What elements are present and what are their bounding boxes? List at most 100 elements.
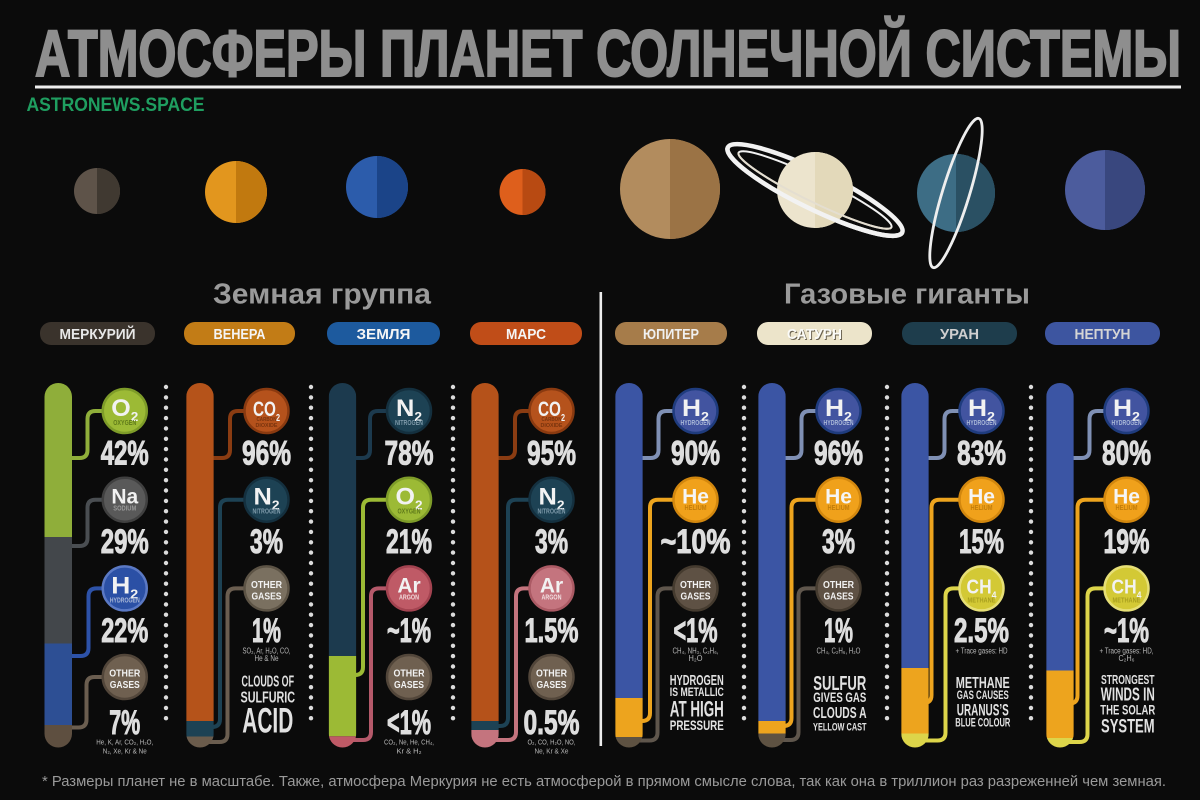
svg-text:HELIUM: HELIUM (685, 505, 707, 512)
svg-text:GASES: GASES (824, 591, 854, 602)
svg-text:HYDROGEN: HYDROGEN (824, 420, 854, 427)
svg-text:SULFUR: SULFUR (813, 673, 866, 695)
svg-text:HELIUM: HELIUM (828, 505, 850, 512)
svg-text:42%: 42% (101, 435, 149, 473)
svg-text:Ar: Ar (397, 574, 420, 597)
svg-text:САТУРН: САТУРН (787, 326, 842, 343)
svg-text:HYDROGEN: HYDROGEN (670, 672, 724, 689)
svg-text:ЮПИТЕР: ЮПИТЕР (643, 326, 699, 343)
svg-text:METHANE: METHANE (968, 597, 996, 604)
svg-text:CH₄, NH₃, C₂H₆,: CH₄, NH₃, C₂H₆, (673, 646, 719, 655)
svg-text:NITROGEN: NITROGEN (253, 509, 281, 516)
svg-text:~1%: ~1% (387, 612, 431, 650)
svg-text:15%: 15% (959, 523, 1004, 561)
svg-text:GASES: GASES (394, 680, 424, 691)
svg-text:2.5%: 2.5% (954, 612, 1009, 650)
svg-text:AT HIGH: AT HIGH (670, 697, 724, 722)
svg-text:3%: 3% (250, 523, 283, 561)
svg-text:SO₂, Ar, H₂O, CO,: SO₂, Ar, H₂O, CO, (243, 646, 291, 655)
svg-text:OTHER: OTHER (251, 580, 283, 591)
svg-text:90%: 90% (671, 435, 720, 473)
svg-text:URANUS’S: URANUS’S (957, 701, 1009, 720)
svg-text:He: He (1113, 486, 1140, 509)
svg-text:Газовые гиганты: Газовые гиганты (784, 279, 1030, 311)
svg-text:22%: 22% (101, 612, 148, 650)
svg-text:1%: 1% (824, 612, 853, 650)
svg-text:0.5%: 0.5% (524, 704, 580, 742)
svg-text:CO₂, Ne, He, CH₄,: CO₂, Ne, He, CH₄, (384, 738, 434, 747)
svg-text:ВЕНЕРА: ВЕНЕРА (214, 326, 266, 343)
svg-text:CARBON: CARBON (257, 417, 277, 423)
svg-text:Ar: Ar (540, 574, 563, 597)
svg-text:CO2: CO2 (253, 398, 280, 424)
svg-text:DIOXIDE: DIOXIDE (541, 423, 563, 429)
svg-text:H₂O: H₂O (689, 654, 703, 663)
svg-text:83%: 83% (957, 435, 1006, 473)
svg-text:96%: 96% (814, 435, 863, 473)
svg-text:Земная группа: Земная группа (213, 279, 432, 311)
svg-text:NITROGEN: NITROGEN (395, 420, 423, 427)
svg-text:~1%: ~1% (1104, 612, 1149, 650)
svg-text:OXYGEN: OXYGEN (398, 509, 421, 516)
svg-text:METHANE: METHANE (956, 675, 1010, 692)
svg-text:GASES: GASES (110, 680, 140, 691)
svg-text:GASES: GASES (252, 591, 282, 602)
svg-text:OTHER: OTHER (680, 580, 712, 591)
svg-text:3%: 3% (535, 523, 568, 561)
svg-text:21%: 21% (386, 523, 432, 561)
svg-text:ARGON: ARGON (399, 594, 419, 601)
svg-text:3%: 3% (822, 523, 855, 561)
svg-text:CH₄, C₂H₆, H₂O: CH₄, C₂H₆, H₂O (817, 646, 861, 655)
svg-text:80%: 80% (1102, 435, 1151, 473)
svg-text:CARBON: CARBON (542, 417, 562, 423)
svg-text:~10%: ~10% (661, 523, 731, 561)
svg-text:THE SOLAR: THE SOLAR (1100, 702, 1155, 718)
svg-text:95%: 95% (527, 435, 576, 473)
svg-text:SYSTEM: SYSTEM (1101, 716, 1155, 738)
svg-text:УРАН: УРАН (940, 326, 979, 343)
svg-text:HELIUM: HELIUM (971, 505, 993, 512)
svg-text:ASTRONEWS.SPACE: ASTRONEWS.SPACE (27, 95, 205, 116)
svg-text:96%: 96% (242, 435, 291, 473)
svg-text:STRONGEST: STRONGEST (1101, 672, 1155, 687)
svg-text:He: He (682, 486, 709, 509)
svg-text:METHANE: METHANE (1113, 597, 1141, 604)
svg-text:HELIUM: HELIUM (1116, 505, 1138, 512)
svg-text:Na: Na (111, 486, 138, 509)
svg-text:OTHER: OTHER (536, 669, 568, 680)
svg-text:O₂, CO, H₂O, NO,: O₂, CO, H₂O, NO, (528, 738, 576, 747)
svg-text:Ne, Kr & Xe: Ne, Kr & Xe (535, 747, 569, 756)
svg-text:7%: 7% (109, 704, 140, 742)
svg-text:НЕПТУН: НЕПТУН (1075, 326, 1131, 343)
svg-text:HYDROGEN: HYDROGEN (681, 420, 711, 427)
svg-text:ARGON: ARGON (542, 594, 562, 601)
svg-text:МАРС: МАРС (506, 326, 546, 343)
svg-text:WINDS IN: WINDS IN (1101, 685, 1155, 705)
svg-text:CO2: CO2 (538, 398, 565, 424)
svg-text:МЕРКУРИЙ: МЕРКУРИЙ (60, 325, 136, 343)
svg-text:Kr & H₂: Kr & H₂ (397, 747, 422, 756)
svg-text:HYDROGEN: HYDROGEN (110, 597, 140, 604)
svg-text:GASES: GASES (681, 591, 711, 602)
svg-text:PRESSURE: PRESSURE (670, 717, 724, 733)
svg-text:<1%: <1% (387, 704, 431, 742)
svg-text:+ Trace gases: HD,: + Trace gases: HD, (1100, 646, 1154, 655)
svg-text:ACID: ACID (242, 702, 293, 741)
svg-text:OTHER: OTHER (823, 580, 855, 591)
svg-text:He: He (968, 486, 995, 509)
svg-text:He: He (825, 486, 852, 509)
svg-text:1%: 1% (252, 612, 281, 650)
svg-text:OTHER: OTHER (109, 669, 141, 680)
svg-text:* Размеры планет не в масштабе: * Размеры планет не в масштабе. Также, а… (42, 773, 1166, 790)
svg-text:YELLOW CAST: YELLOW CAST (813, 722, 867, 734)
svg-text:ЗЕМЛЯ: ЗЕМЛЯ (357, 326, 411, 343)
svg-text:GASES: GASES (537, 680, 567, 691)
svg-text:29%: 29% (101, 523, 149, 561)
svg-text:SULFURIC: SULFURIC (241, 690, 296, 707)
svg-text:+ Trace gases: HD: + Trace gases: HD (956, 646, 1008, 655)
svg-text:САТУРН: САТУРН (788, 327, 843, 344)
svg-text:He & Ne: He & Ne (255, 654, 279, 663)
svg-text:BLUE COLOUR: BLUE COLOUR (955, 716, 1010, 730)
svg-text:GAS CAUSES: GAS CAUSES (957, 688, 1009, 702)
svg-text:GIVES GAS: GIVES GAS (813, 689, 866, 705)
